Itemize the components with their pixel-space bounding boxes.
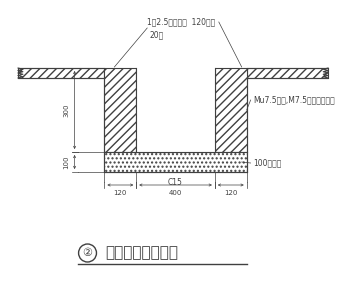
Text: 400: 400 bbox=[169, 190, 182, 196]
Text: 100: 100 bbox=[64, 155, 69, 169]
Text: Mu7.5机砖,M7.5水泥砂浆砌筑: Mu7.5机砖,M7.5水泥砂浆砌筑 bbox=[253, 96, 335, 105]
Text: 20厚: 20厚 bbox=[149, 30, 164, 39]
Text: 坡顶排水沟大样图: 坡顶排水沟大样图 bbox=[105, 246, 178, 260]
Text: 100厚素砼: 100厚素砼 bbox=[253, 159, 282, 168]
Text: C15: C15 bbox=[168, 178, 183, 187]
Polygon shape bbox=[105, 152, 247, 172]
Text: 1：2.5水泥砂浆  120砖墙: 1：2.5水泥砂浆 120砖墙 bbox=[147, 17, 216, 26]
Polygon shape bbox=[105, 68, 136, 152]
Text: 120: 120 bbox=[113, 190, 127, 196]
Polygon shape bbox=[136, 68, 215, 152]
Polygon shape bbox=[18, 68, 105, 78]
Text: 300: 300 bbox=[64, 103, 69, 117]
Polygon shape bbox=[215, 68, 247, 152]
Text: 120: 120 bbox=[224, 190, 237, 196]
Text: ②: ② bbox=[83, 248, 92, 258]
Polygon shape bbox=[247, 68, 328, 78]
